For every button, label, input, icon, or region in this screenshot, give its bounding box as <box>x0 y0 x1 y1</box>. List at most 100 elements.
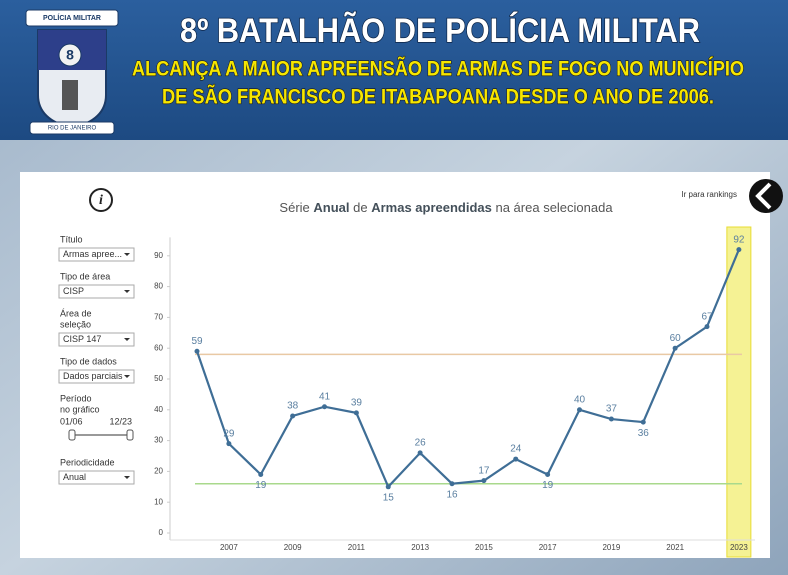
info-icon: i <box>99 193 103 208</box>
title-part: na área selecionada <box>492 200 613 215</box>
field-label: no gráfico <box>60 404 100 414</box>
data-label: 92 <box>733 234 745 245</box>
x-tick-label: 2019 <box>602 543 620 552</box>
data-label: 36 <box>638 428 650 439</box>
data-point <box>290 413 296 419</box>
field-label: Período <box>60 393 92 403</box>
y-tick-label: 30 <box>154 436 163 445</box>
dropdown-arrow <box>124 375 130 378</box>
logo-top: POLÍCIA MILITAR <box>43 13 101 22</box>
data-label: 26 <box>415 438 427 449</box>
dropdown[interactable] <box>58 369 135 384</box>
title-part: Anual <box>313 200 349 215</box>
dropdown[interactable] <box>58 284 135 299</box>
data-label: 41 <box>319 391 331 402</box>
data-point <box>640 419 646 425</box>
y-tick-label: 40 <box>154 405 163 414</box>
series-line <box>195 249 740 489</box>
data-point <box>385 484 391 490</box>
dropdown[interactable] <box>58 470 135 485</box>
data-label: 38 <box>287 401 299 412</box>
info-button[interactable] <box>89 188 113 212</box>
data-label: 19 <box>255 480 267 491</box>
header-subtitle: ALCANÇA A MAIOR APREENSÃO DE ARMAS DE FO… <box>132 58 744 81</box>
data-point <box>226 441 232 447</box>
dropdown-arrow <box>124 290 130 293</box>
range-end: 12/23 <box>109 416 132 426</box>
y-tick-label: 70 <box>154 313 163 322</box>
title-part: de <box>350 200 372 215</box>
dropdown-value: Armas apree... <box>63 249 122 259</box>
data-label: 39 <box>351 398 363 409</box>
data-label: 24 <box>510 444 522 455</box>
data-label: 59 <box>191 336 203 347</box>
data-label: 17 <box>478 465 490 476</box>
field-label: seleção <box>60 319 91 329</box>
x-tick-label: 2017 <box>539 543 557 552</box>
field-label: Periodicidade <box>60 457 115 467</box>
dropdown[interactable] <box>58 332 135 347</box>
field-label: Tipo de área <box>60 271 110 281</box>
x-tick-label: 2009 <box>284 543 302 552</box>
data-point <box>481 478 487 484</box>
y-tick-label: 10 <box>154 497 163 506</box>
data-label: 29 <box>223 428 235 439</box>
data-label: 19 <box>542 480 554 491</box>
data-point <box>353 410 359 416</box>
y-tick-label: 80 <box>154 282 163 291</box>
data-label: 67 <box>701 311 713 322</box>
field-label: Título <box>60 234 83 244</box>
data-point <box>672 345 678 351</box>
y-tick-label: 20 <box>154 467 163 476</box>
nav-arrow <box>755 182 772 210</box>
nav-button[interactable] <box>749 179 783 213</box>
y-tick-label: 90 <box>154 251 163 260</box>
slider-handle[interactable] <box>126 429 134 441</box>
y-tick-label: 60 <box>154 343 163 352</box>
dropdown-arrow <box>124 476 130 479</box>
x-tick-label: 2021 <box>666 543 684 552</box>
logo-bottom: RIO DE JANEIRO <box>48 126 97 132</box>
data-point <box>449 481 455 487</box>
highlight-band <box>726 226 752 558</box>
x-tick-label: 2013 <box>411 543 429 552</box>
data-point <box>608 416 614 422</box>
data-point <box>736 247 742 253</box>
data-point <box>258 471 264 477</box>
data-label: 40 <box>574 394 586 405</box>
y-tick-label: 50 <box>154 374 163 383</box>
rankings-link[interactable]: Ir para rankings <box>681 190 737 199</box>
data-label: 60 <box>670 333 682 344</box>
dropdown-arrow <box>124 253 130 256</box>
field-label: Área de <box>60 308 92 318</box>
data-label: 37 <box>606 404 618 415</box>
data-label: 15 <box>383 492 395 503</box>
header <box>0 0 788 140</box>
logo-number: 8 <box>66 47 74 63</box>
data-point <box>513 456 519 462</box>
dropdown[interactable] <box>58 247 135 262</box>
data-point <box>322 404 327 410</box>
x-tick-label: 2011 <box>348 543 366 552</box>
x-tick-label: 2023 <box>730 543 748 552</box>
y-tick-label: 0 <box>159 528 164 537</box>
dropdown-arrow <box>124 338 130 341</box>
data-point <box>417 450 423 456</box>
range-start: 01/06 <box>60 416 83 426</box>
data-point <box>704 324 710 330</box>
slider-handle[interactable] <box>68 429 76 441</box>
data-point <box>577 407 582 413</box>
logo: POLÍCIA MILITAR 8 RIO DE JANEIRO <box>25 9 119 135</box>
title-part: Série <box>279 200 313 215</box>
header-title: 8º BATALHÃO DE POLÍCIA MILITAR <box>180 12 700 50</box>
title-part: Armas apreendidas <box>371 200 492 215</box>
field-label: Tipo de dados <box>60 356 117 366</box>
x-tick-label: 2007 <box>220 543 238 552</box>
panel <box>20 172 770 558</box>
dropdown-value: Dados parciais <box>63 371 123 381</box>
x-tick-label: 2015 <box>475 543 493 552</box>
dropdown-value: Anual <box>63 472 86 482</box>
data-label: 16 <box>446 489 458 500</box>
data-point <box>545 471 551 477</box>
